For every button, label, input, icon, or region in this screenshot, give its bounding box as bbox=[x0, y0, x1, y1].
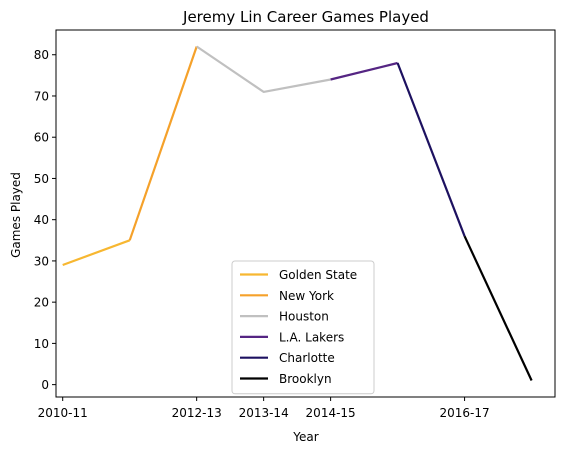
y-tick-label: 50 bbox=[34, 172, 49, 186]
y-tick-label: 20 bbox=[34, 296, 49, 310]
legend-label: L.A. Lakers bbox=[279, 330, 344, 344]
legend-label: Houston bbox=[279, 310, 329, 324]
x-tick-label: 2014-15 bbox=[306, 406, 356, 420]
chart-title: Jeremy Lin Career Games Played bbox=[182, 8, 429, 26]
y-tick-label: 10 bbox=[34, 337, 49, 351]
series-line bbox=[330, 61, 398, 81]
y-tick-label: 80 bbox=[34, 48, 49, 62]
series-line bbox=[463, 235, 533, 381]
plot-area: 0 10 20 30 40 50 60 70 80 2010-11 2012-13 2013-14 20… bbox=[34, 29, 556, 420]
y-tick-label: 60 bbox=[34, 131, 49, 145]
legend-label: Brooklyn bbox=[279, 372, 332, 386]
legend-label: Golden State bbox=[279, 268, 357, 282]
x-tick-label: 2016-17 bbox=[440, 406, 490, 420]
x-tick-label: 2012-13 bbox=[172, 406, 222, 420]
y-tick-label: 70 bbox=[34, 89, 49, 103]
x-tick-label: 2010-11 bbox=[38, 406, 88, 420]
y-axis-label: Games Played bbox=[9, 172, 23, 258]
legend-label: Charlotte bbox=[279, 351, 335, 365]
legend-label: New York bbox=[279, 289, 334, 303]
plot-frame bbox=[55, 29, 556, 398]
series-line bbox=[62, 239, 131, 267]
series-line bbox=[396, 62, 466, 237]
series-line bbox=[128, 46, 198, 241]
y-tick-label: 40 bbox=[34, 213, 49, 227]
x-tick-label: 2013-14 bbox=[239, 406, 289, 420]
y-tick-label: 30 bbox=[34, 254, 49, 268]
y-tick-label: 0 bbox=[41, 378, 49, 392]
series-line bbox=[196, 45, 331, 94]
x-axis-label: Year bbox=[292, 430, 318, 444]
